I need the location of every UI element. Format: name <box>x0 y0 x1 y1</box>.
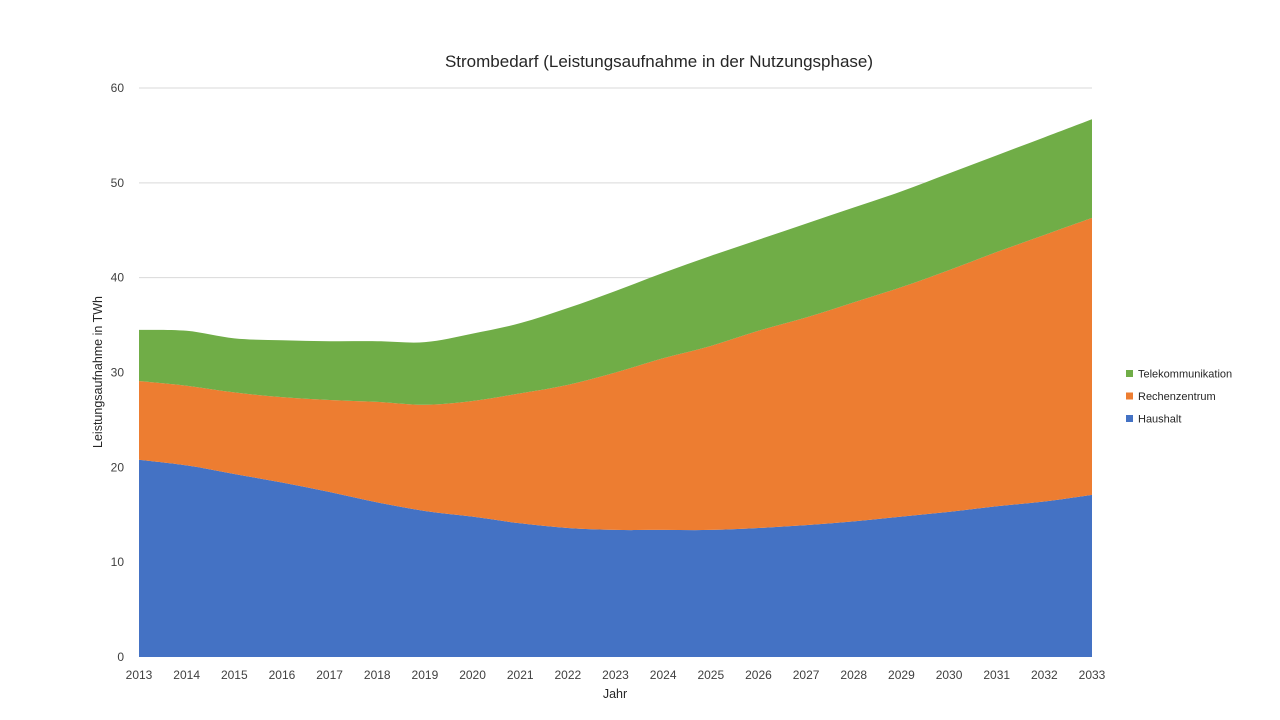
x-tick-label: 2022 <box>554 668 581 682</box>
x-tick-label: 2023 <box>602 668 629 682</box>
chart-title: Strombedarf (Leistungsaufnahme in der Nu… <box>445 52 873 71</box>
legend-label-telekommunikation: Telekommunikation <box>1138 369 1232 381</box>
y-axis-label: Leistungsaufnahme in TWh <box>91 296 105 448</box>
x-tick-label: 2032 <box>1031 668 1058 682</box>
x-tick-label: 2018 <box>364 668 391 682</box>
y-tick-label: 50 <box>111 176 125 190</box>
x-axis-ticks: 2013 2014 2015 2016 2017 2018 2019 2020 2021 2022… <box>126 668 1106 682</box>
legend-swatch-rechenzentrum <box>1126 392 1133 400</box>
x-tick-label: 2030 <box>936 668 963 682</box>
legend-swatch-telekommunikation <box>1126 370 1133 377</box>
y-tick-label: 40 <box>111 271 125 285</box>
x-tick-label: 2015 <box>221 668 248 682</box>
x-tick-label: 2025 <box>697 668 724 682</box>
x-axis-label: Jahr <box>603 687 627 701</box>
y-tick-label: 30 <box>111 366 125 380</box>
x-tick-label: 2026 <box>745 668 772 682</box>
legend-label-rechenzentrum: Rechenzentrum <box>1138 391 1216 403</box>
area-rechenzentrum <box>139 217 1092 531</box>
x-tick-label: 2020 <box>459 668 486 682</box>
x-tick-label: 2029 <box>888 668 915 682</box>
x-tick-label: 2024 <box>650 668 677 682</box>
x-tick-label: 2013 <box>126 668 153 682</box>
x-tick-label: 2019 <box>412 668 439 682</box>
x-tick-label: 2017 <box>316 668 343 682</box>
x-tick-label: 2031 <box>983 668 1010 682</box>
x-tick-label: 2033 <box>1079 668 1106 682</box>
x-tick-label: 2014 <box>173 668 200 682</box>
legend-swatch-haushalt <box>1126 415 1133 422</box>
y-tick-label: 20 <box>111 460 125 474</box>
area-telekommunikation <box>139 119 1092 405</box>
x-tick-label: 2016 <box>269 668 296 682</box>
x-tick-label: 2027 <box>793 668 820 682</box>
legend-label-haushalt: Haushalt <box>1138 414 1181 426</box>
y-tick-label: 60 <box>111 81 125 95</box>
legend: Telekommunikation Rechenzentrum Haushalt <box>1126 369 1232 426</box>
x-tick-label: 2021 <box>507 668 534 682</box>
area-haushalt <box>139 459 1092 657</box>
y-tick-label: 0 <box>117 650 124 664</box>
y-axis-ticks: 0 10 20 30 40 50 60 <box>111 81 125 664</box>
area-layer <box>139 119 1092 657</box>
x-tick-label: 2028 <box>840 668 867 682</box>
y-tick-label: 10 <box>111 555 125 569</box>
